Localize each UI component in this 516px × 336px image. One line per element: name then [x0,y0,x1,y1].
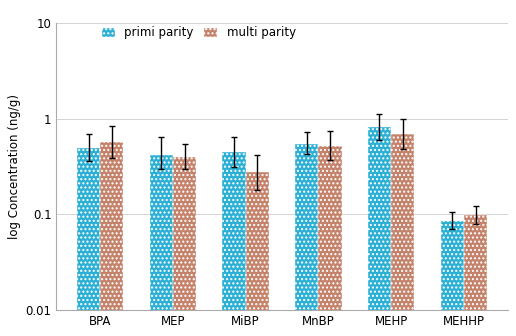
Bar [318,146,342,336]
Bar [222,152,246,336]
Bar [464,215,487,336]
Y-axis label: log Concentration (ng/g): log Concentration (ng/g) [8,94,21,239]
Bar [150,155,173,336]
Bar [295,144,318,336]
Bar [173,157,196,336]
Legend: primi parity, multi parity: primi parity, multi parity [99,24,298,41]
Bar [368,127,391,336]
Bar [391,134,414,336]
Bar [246,172,269,336]
Bar [441,221,464,336]
Bar [77,148,100,336]
Bar [100,142,123,336]
